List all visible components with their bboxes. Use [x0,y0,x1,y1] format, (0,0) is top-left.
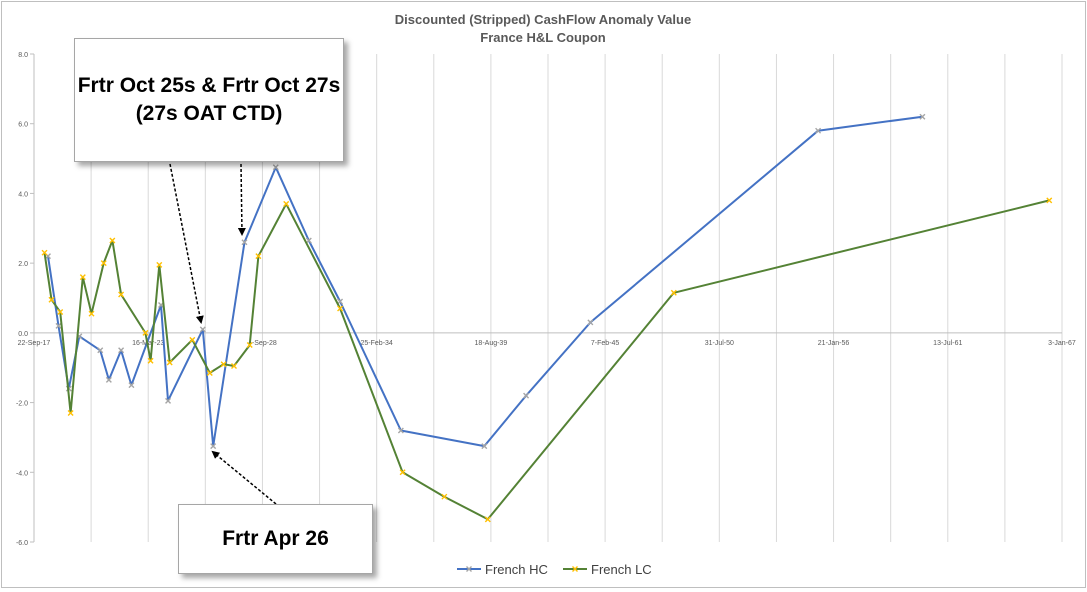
x-tick-label: 7-Feb-45 [591,340,620,347]
data-point-marker [305,237,312,244]
legend-item: French LC [563,562,652,577]
data-point-marker [128,382,135,389]
y-tick-label: -4.0 [16,470,28,477]
x-tick-label: 13-Jul-61 [933,340,962,347]
arrow-layer [169,163,277,505]
data-point-marker [97,347,104,354]
data-point-marker [199,326,206,333]
data-point-marker [272,164,279,171]
legend-item: French HC [457,562,548,577]
x-tick-label: 4-Sep-28 [248,340,277,347]
data-point-marker [231,362,237,369]
data-point-marker [241,239,248,246]
data-point-marker [255,253,262,260]
y-tick-label: 6.0 [18,122,28,129]
data-point-marker [100,260,107,267]
data-point-marker [67,410,74,417]
data-point-marker [105,376,112,383]
annotation-oct-callout: Frtr Oct 25s & Frtr Oct 27s (27s OAT CTD… [74,38,344,162]
series-line-french-hc [47,115,923,448]
data-point-marker [147,357,154,364]
y-tick-label: -2.0 [16,401,28,408]
data-point-marker [1046,197,1053,204]
data-point-marker [210,443,217,450]
data-point-marker [815,127,822,134]
annotation-arrow-apr26 [211,450,277,505]
data-point-marker [220,361,227,368]
y-tick-label: -6.0 [16,540,28,547]
x-tick-label: 22-Sep-17 [18,340,51,347]
data-point-marker [481,443,488,450]
data-point-marker [441,493,448,500]
data-point-marker [118,291,125,298]
legend-label: French LC [591,562,652,577]
data-point-marker [88,310,95,317]
data-point-marker [189,336,196,343]
data-point-marker [246,342,253,349]
data-point-marker [523,392,530,399]
data-point-marker [109,237,116,244]
axis-layer: 8.06.04.02.00.0-2.0-4.0-6.022-Sep-17 16-M… [16,52,1076,547]
data-point-marker [283,200,290,207]
data-point-marker [57,308,64,315]
data-point-marker [166,359,173,366]
y-tick-label: 4.0 [18,191,28,198]
data-point-marker [670,289,677,296]
x-tick-label: 25-Feb-34 [361,340,393,347]
data-point-marker [118,347,125,354]
data-point-marker [919,113,926,120]
data-point-marker [156,261,163,268]
grid-layer [33,54,1063,542]
data-point-marker [165,397,172,404]
legend-marker [466,566,472,572]
x-tick-label: 31-Jul-50 [705,340,734,347]
data-point-marker [48,296,55,303]
data-point-marker [142,329,149,336]
data-point-marker [41,249,48,256]
data-point-marker [79,274,86,281]
series-line-french-lc [43,199,1050,521]
data-point-marker [55,322,62,329]
chart-title: Discounted (Stripped) CashFlow Anomaly V… [395,12,691,27]
annotation-arrow-oct25 [169,163,204,324]
x-tick-label: 21-Jan-56 [818,340,850,347]
data-point-marker [587,319,594,326]
data-point-marker [484,516,491,523]
x-tick-label: 18-Aug-39 [475,340,508,347]
legend-marker [572,566,578,572]
data-point-marker [206,369,213,376]
chart-subtitle: France H&L Coupon [480,30,605,45]
chart-legend: French HC French LC [457,562,652,577]
data-point-marker [397,427,404,434]
data-point-marker [399,469,406,476]
annotation-apr-callout: Frtr Apr 26 [178,504,373,574]
legend-label: French HC [485,562,548,577]
series-layer [41,113,1053,523]
y-tick-label: 2.0 [18,261,28,268]
y-tick-label: 8.0 [18,52,28,59]
annotation-arrow-oct27 [237,163,246,236]
data-point-marker [337,305,344,312]
x-tick-label: 3-Jan-67 [1048,340,1076,347]
y-tick-label: 0.0 [18,331,28,338]
